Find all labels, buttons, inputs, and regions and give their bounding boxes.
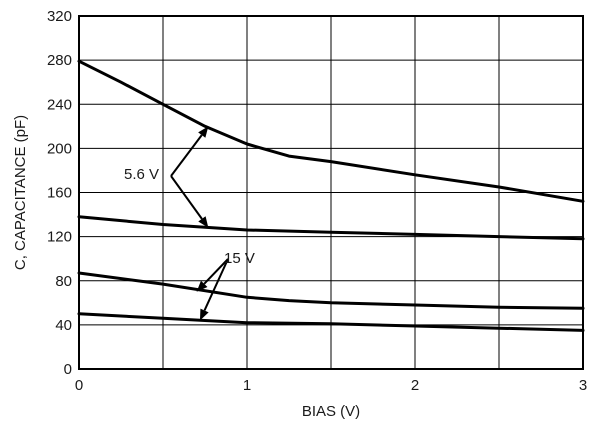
y-tick-label: 120: [47, 229, 72, 246]
series-line-2: [77, 215, 585, 241]
y-tick-label: 0: [64, 361, 72, 378]
grid-lines: [78, 15, 584, 370]
y-axis-label: C, CAPACITANCE (pF): [12, 115, 29, 270]
y-tick-labels: 0 40 80 120 160 200 240 280 320: [47, 8, 72, 378]
y-tick-label: 240: [47, 96, 72, 113]
annotation-leader: [203, 258, 229, 285]
y-tick-label: 200: [47, 140, 72, 157]
annotation-label: 15 V: [224, 250, 255, 267]
arrowhead-icon: [196, 280, 208, 292]
series-line-1: [77, 59, 585, 203]
arrowhead-icon: [199, 308, 209, 321]
y-tick-label: 280: [47, 52, 72, 69]
y-tick-label: 320: [47, 8, 72, 25]
x-tick-label: 1: [243, 377, 251, 394]
series-line-4: [77, 312, 585, 332]
annotation-leader: [170, 175, 203, 220]
y-tick-label: 160: [47, 185, 72, 202]
plot-frame: [78, 15, 584, 370]
x-tick-labels: 0 1 2 3: [75, 377, 587, 394]
annotation-leader: [203, 258, 229, 311]
arrowhead-icon: [198, 216, 209, 228]
series-line-3: [77, 271, 585, 310]
y-tick-label: 40: [55, 317, 72, 334]
arrowhead-icon: [198, 126, 209, 138]
annotation-label: 5.6 V: [124, 166, 159, 183]
annotations: 5.6 V 15 V: [124, 126, 255, 321]
series-curves: [77, 59, 585, 332]
annotation-leader: [170, 134, 203, 177]
x-axis-label: BIAS (V): [302, 403, 360, 420]
y-tick-label: 80: [55, 273, 72, 290]
x-tick-label: 2: [411, 377, 419, 394]
x-tick-label: 0: [75, 377, 83, 394]
x-tick-label: 3: [579, 377, 587, 394]
